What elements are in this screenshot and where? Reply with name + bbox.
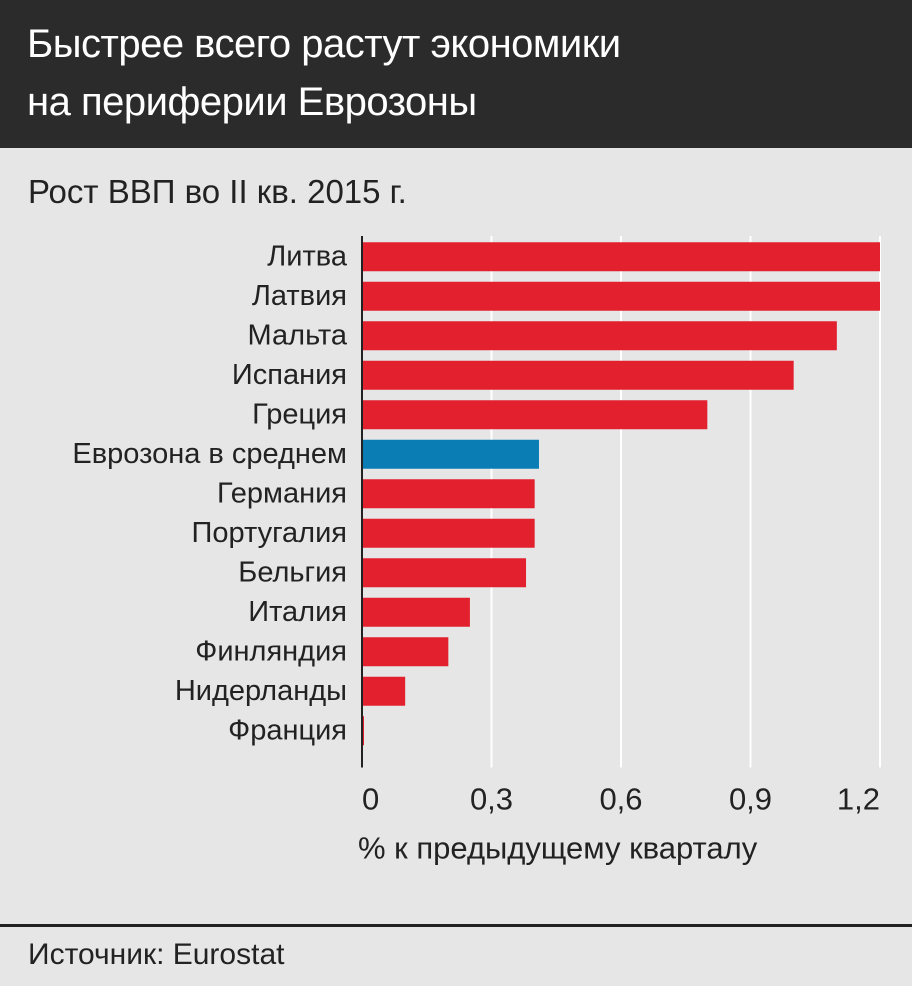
chart-header: Быстрее всего растут экономики на перифе…: [0, 0, 912, 148]
bar: [362, 281, 880, 311]
category-label: Еврозона в среднем: [72, 438, 347, 470]
chart-title-line1: Быстрее всего растут экономики: [27, 22, 621, 66]
category-label: Бельгия: [238, 556, 347, 588]
x-tick-label: 0: [362, 782, 379, 817]
bar: [362, 637, 449, 667]
category-label: Португалия: [192, 517, 347, 549]
bar: [362, 242, 880, 272]
bar: [362, 360, 794, 390]
category-label: Литва: [267, 240, 348, 272]
bar: [362, 439, 539, 469]
bar: [362, 597, 470, 627]
bar: [362, 479, 535, 509]
source-note: Источник: Eurostat: [28, 938, 285, 971]
category-label: Германия: [217, 477, 347, 509]
category-label: Нидерланды: [175, 675, 347, 707]
bar-chart: Литва Латвия Мальта Испания Греция Еврозона в…: [72, 236, 881, 866]
x-axis-label: % к предыдущему кварталу: [358, 831, 758, 866]
category-label: Италия: [248, 596, 347, 628]
x-tick-label: 0,3: [470, 782, 513, 817]
category-label: Финляндия: [195, 635, 347, 667]
category-label: Франция: [228, 714, 347, 746]
bar: [362, 400, 708, 430]
bar: [362, 321, 837, 351]
x-tick-label: 0,6: [599, 782, 642, 817]
chart-subtitle: Рост ВВП во II кв. 2015 г.: [28, 173, 407, 210]
x-tick-label: 0,9: [729, 782, 772, 817]
category-label: Греция: [252, 398, 347, 430]
bar: [362, 676, 406, 706]
category-label: Испания: [232, 359, 347, 391]
x-tick-label: 1,2: [837, 782, 880, 817]
bar: [362, 558, 527, 588]
footer-divider: [0, 924, 912, 927]
bar: [362, 518, 535, 548]
category-label: Мальта: [248, 319, 348, 351]
category-label: Латвия: [252, 280, 347, 312]
chart-title-line2: на периферии Еврозоны: [27, 80, 477, 124]
